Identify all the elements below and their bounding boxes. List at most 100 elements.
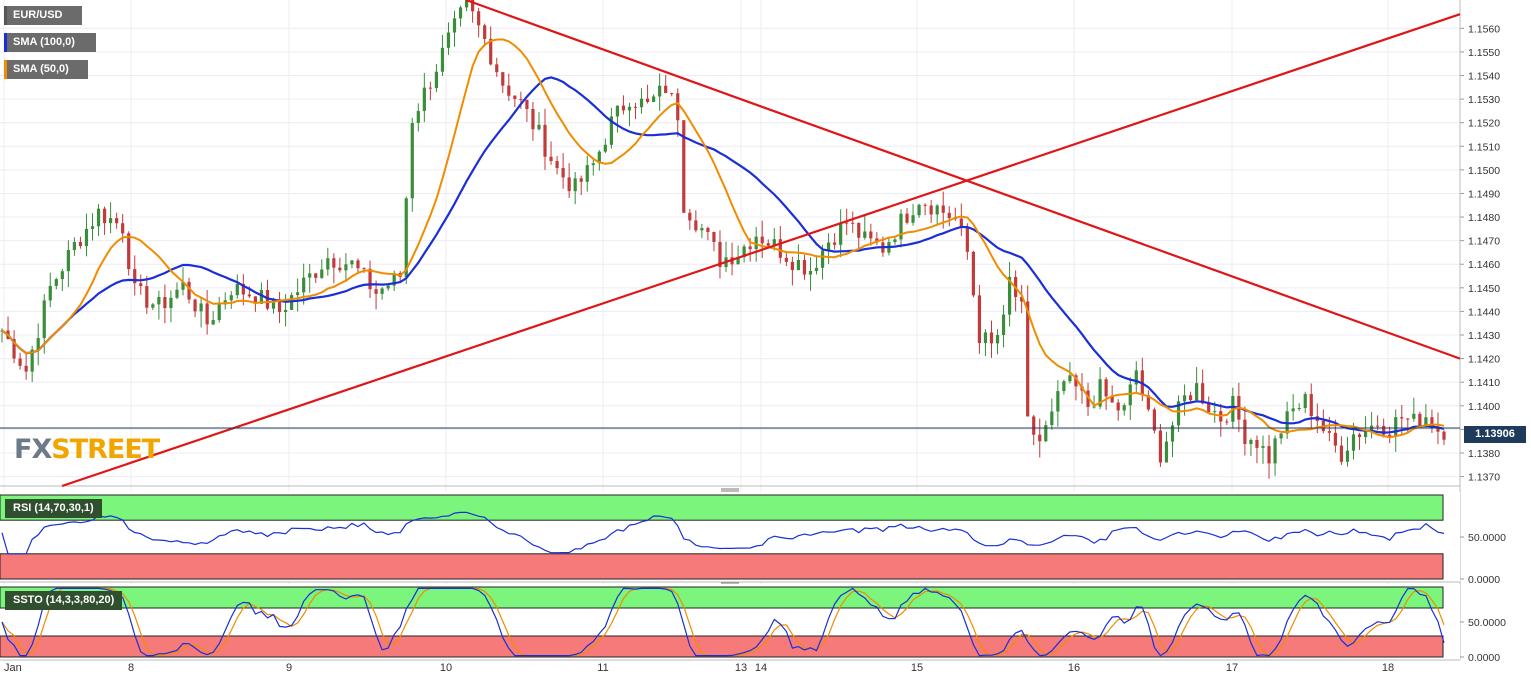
- candle-body: [42, 300, 46, 339]
- y-tick-label: 1.1500: [1468, 165, 1500, 177]
- candle-body: [519, 98, 523, 100]
- candle-body: [277, 299, 282, 313]
- candle-body: [362, 268, 366, 270]
- ssto-oversold-zone: [0, 635, 1444, 658]
- candle-body: [1436, 428, 1440, 432]
- y-tick-label: 1.1430: [1468, 330, 1500, 342]
- candle-body: [187, 281, 191, 300]
- candle-body: [338, 267, 342, 271]
- candle-body: [959, 218, 963, 228]
- candle-body: [199, 303, 203, 312]
- candle-body: [772, 239, 776, 246]
- rsi-label[interactable]: RSI (14,70,30,1): [5, 499, 102, 518]
- candle-body: [205, 303, 209, 325]
- candle-body: [1086, 390, 1090, 408]
- candle-body: [718, 242, 722, 268]
- candle-body: [320, 269, 324, 278]
- candle-body: [157, 297, 161, 305]
- candle-body: [434, 71, 439, 89]
- candle-body: [151, 304, 155, 308]
- candle-body: [458, 7, 463, 19]
- legend-eurusd[interactable]: EUR/USD: [4, 6, 82, 25]
- candle-body: [869, 231, 873, 239]
- candle-body: [839, 222, 843, 245]
- legend-sma50[interactable]: SMA (50,0): [4, 60, 88, 79]
- candle-body: [24, 365, 28, 372]
- y-tick-label: 1.1440: [1468, 306, 1500, 318]
- rsi-oversold-zone: [0, 553, 1444, 580]
- candle-body: [929, 205, 933, 215]
- rsi-line-0: [1, 511, 1445, 555]
- candle-body: [1400, 417, 1404, 419]
- candle-body: [923, 204, 927, 206]
- candle-body: [1273, 438, 1277, 464]
- candle-body: [826, 242, 831, 251]
- main-panel-bg: [0, 0, 1460, 486]
- candle-body: [54, 279, 58, 286]
- candle-body: [1062, 381, 1066, 392]
- candle-body: [1128, 384, 1132, 406]
- candle-body: [495, 64, 499, 73]
- candle-body: [1007, 276, 1012, 315]
- candle-body: [561, 168, 565, 178]
- candle-body: [253, 296, 258, 304]
- candle-body: [314, 273, 318, 278]
- candle-body: [139, 283, 143, 287]
- candle-body: [1056, 391, 1060, 412]
- candle-body: [633, 106, 638, 108]
- candle-body: [947, 212, 951, 219]
- candle-body: [1152, 409, 1156, 431]
- y-tick-label: 1.1540: [1468, 70, 1500, 82]
- candle-body: [66, 250, 70, 272]
- candle-body: [175, 289, 179, 298]
- candle-body: [1291, 408, 1295, 412]
- legend-sma100[interactable]: SMA (100,0): [4, 33, 96, 52]
- candle-body: [386, 285, 390, 289]
- candle-body: [1430, 417, 1434, 429]
- candle-body: [543, 124, 547, 157]
- candle-body: [440, 47, 445, 72]
- rsi-y-tick-label: 50.0000: [1468, 532, 1506, 544]
- y-tick-label: 1.1510: [1468, 141, 1500, 153]
- candle-body: [766, 243, 770, 246]
- candle-body: [995, 335, 1000, 344]
- candle-body: [1134, 370, 1138, 385]
- candle-body: [90, 226, 95, 229]
- candle-body: [760, 236, 764, 244]
- candle-body: [1261, 446, 1265, 448]
- candle-body: [102, 208, 107, 224]
- candle-body: [1369, 425, 1374, 432]
- y-tick-label: 1.1380: [1468, 448, 1500, 460]
- x-tick-label: 17: [1226, 662, 1238, 674]
- candle-body: [1122, 405, 1126, 411]
- candle-body: [965, 227, 969, 252]
- candle-body: [977, 295, 982, 344]
- candle-body: [501, 72, 505, 86]
- candle-body: [1363, 431, 1368, 438]
- candle-body: [30, 349, 34, 372]
- candle-body: [694, 220, 698, 231]
- ssto-label[interactable]: SSTO (14,3,3,80,20): [5, 591, 123, 610]
- candle-body: [163, 297, 167, 308]
- candle-body: [1279, 433, 1283, 439]
- candle-body: [935, 205, 939, 215]
- candle-body: [121, 223, 125, 234]
- x-tick-label: 15: [911, 662, 923, 674]
- candle-body: [1424, 417, 1428, 428]
- candle-body: [917, 204, 921, 216]
- candle-body: [464, 0, 469, 8]
- rsi-y-tick-label: 0.0000: [1468, 574, 1500, 586]
- candle-body: [609, 116, 613, 145]
- candle-body: [573, 178, 577, 192]
- candle-body: [971, 251, 975, 296]
- legend-swatch-sma100: [4, 33, 7, 52]
- candle-body: [790, 261, 794, 271]
- candle-body: [1032, 416, 1036, 435]
- candle-body: [1406, 418, 1410, 420]
- x-tick-label: 10: [440, 662, 452, 674]
- y-tick-label: 1.1470: [1468, 236, 1500, 248]
- main-y-axis: 1.13701.13801.13901.14001.14101.14201.14…: [1460, 23, 1500, 484]
- last-price-tag: 1.13906: [1464, 426, 1526, 443]
- candle-body: [1020, 296, 1024, 302]
- candle-body: [235, 283, 239, 296]
